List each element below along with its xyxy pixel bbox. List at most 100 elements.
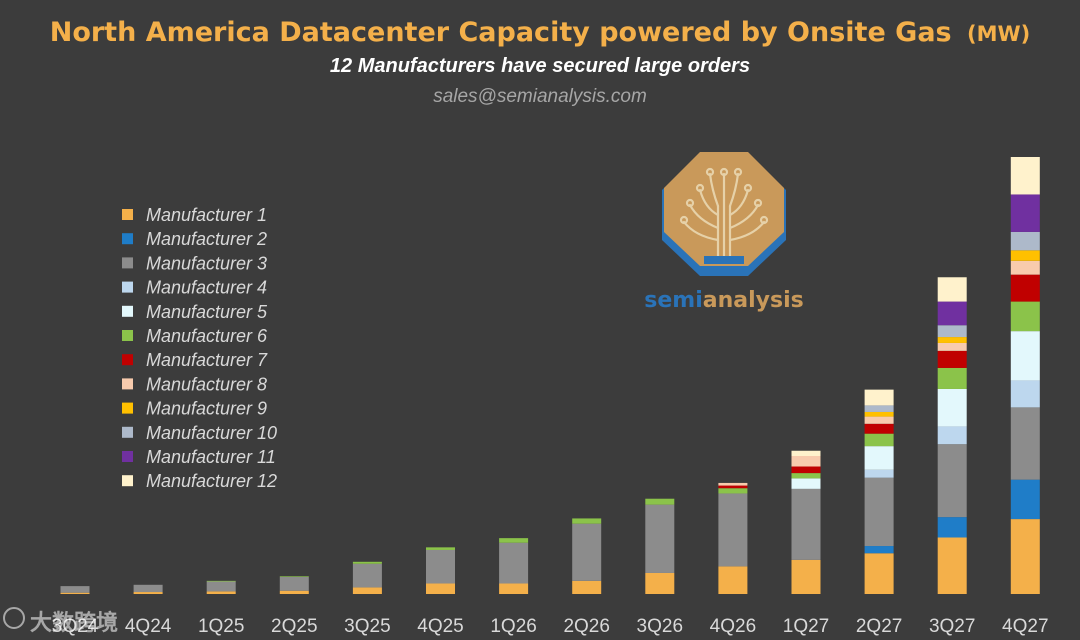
bar-3Q27-m12 (937, 277, 967, 302)
bar-3Q27-m5 (937, 388, 967, 427)
logo-wordmark: semianalysis (644, 288, 803, 313)
bar-4Q27-m4 (1010, 380, 1040, 408)
legend-swatch (122, 402, 133, 414)
bar-4Q26-m1 (718, 566, 748, 594)
bar-2Q26-m6 (572, 518, 602, 524)
x-tick-label: 3Q25 (344, 616, 390, 637)
bar-2Q27-m9 (864, 411, 894, 417)
bar-1Q27-m1 (791, 559, 821, 594)
x-tick-label: 3Q26 (637, 616, 683, 637)
bar-3Q25-m1 (352, 587, 382, 594)
bar-1Q25-m3 (206, 581, 236, 592)
bar-4Q26-m7 (718, 485, 748, 489)
logo-text-semi: semi (644, 288, 702, 313)
x-tick-label: 1Q25 (198, 616, 244, 637)
contact-email: sales@semianalysis.com (433, 86, 647, 107)
bar-4Q26-m6 (718, 488, 748, 494)
x-tick-label: 2Q27 (856, 616, 902, 637)
x-tick-label: 4Q27 (1002, 616, 1048, 637)
bar-4Q27-m2 (1010, 479, 1040, 520)
bar-1Q27-m7 (791, 466, 821, 474)
bar-4Q25-m1 (426, 583, 455, 594)
x-tick-label: 1Q27 (783, 616, 829, 637)
bar-3Q27-m2 (937, 517, 967, 538)
watermark-text: 大数跨境 (30, 610, 118, 636)
x-tick-label: 4Q24 (125, 616, 172, 637)
bar-4Q24-m1 (133, 592, 163, 594)
legend-swatch (122, 475, 133, 487)
bar-2Q26-m1 (572, 580, 602, 594)
bar-3Q27-m3 (937, 444, 967, 518)
x-tick-label: 3Q24 (52, 616, 99, 637)
x-tick-label: 2Q26 (563, 616, 609, 637)
legend-label: Manufacturer 6 (146, 326, 268, 346)
bar-3Q27-m6 (937, 367, 967, 389)
x-tick-label: 1Q26 (490, 616, 536, 637)
bar-1Q27-m12 (791, 450, 821, 456)
x-axis: 3Q24 4Q24 1Q25 2Q25 3Q25 4Q25 1Q26 2Q26 3Q26 4Q26… (52, 616, 1049, 637)
bar-4Q26-m8 (718, 482, 748, 486)
bar-3Q27-m1 (937, 537, 967, 594)
bar-2Q26-m3 (572, 523, 602, 581)
legend-swatch (122, 257, 133, 269)
bar-1Q25-m1 (206, 591, 236, 594)
x-tick-label: 2Q25 (271, 616, 317, 637)
logo-base (704, 256, 744, 264)
bar-3Q24-m3 (60, 586, 90, 593)
bar-3Q25-m6 (352, 561, 382, 564)
legend-swatch (122, 209, 133, 220)
bar-1Q27-m8 (791, 456, 821, 467)
legend-swatch (122, 426, 133, 438)
bar-2Q27-m7 (864, 423, 894, 434)
circuit-tree-icon (679, 167, 769, 262)
bar-2Q27-m10 (864, 405, 894, 412)
bar-4Q27-m11 (1010, 194, 1040, 232)
bar-3Q24-m1 (60, 592, 90, 594)
bar-3Q27-m9 (937, 337, 967, 343)
bar-4Q27-m12 (1010, 157, 1040, 195)
bar-4Q27-m6 (1010, 301, 1040, 332)
x-tick-label: 4Q26 (710, 616, 756, 637)
bar-3Q25-m3 (352, 563, 382, 588)
bar-4Q25-m6 (426, 547, 455, 550)
watermark: 大数跨境 (3, 607, 118, 636)
bar-plot-area (60, 157, 1040, 594)
bar-4Q25-m3 (426, 549, 455, 584)
bar-1Q25-m6 (206, 580, 236, 582)
bar-3Q26-m6 (645, 498, 675, 505)
bar-2Q27-m3 (864, 477, 894, 547)
chart-subtitle: 12 Manufacturers have secured large orde… (330, 55, 750, 77)
bar-3Q27-m10 (937, 325, 967, 338)
legend-swatch (122, 451, 133, 462)
legend-label: Manufacturer 3 (146, 253, 267, 273)
x-tick-label: 4Q25 (417, 616, 463, 637)
bar-2Q27-m5 (864, 446, 894, 470)
bar-3Q26-m3 (645, 504, 675, 573)
bar-4Q27-m9 (1010, 250, 1040, 261)
legend-swatch (122, 305, 133, 317)
chart-title: North America Datacenter Capacity powere… (50, 17, 1031, 48)
legend-label: Manufacturer 5 (146, 302, 268, 322)
legend-label: Manufacturer 9 (146, 399, 267, 419)
bar-1Q26-m1 (499, 583, 529, 594)
chart-legend: Manufacturer 1 Manufacturer 2 Manufacturer… (122, 205, 277, 491)
legend-label: Manufacturer 10 (146, 423, 277, 443)
bar-3Q27-m7 (937, 350, 967, 368)
chart-title-main: North America Datacenter Capacity powere… (50, 17, 952, 48)
bar-2Q27-m2 (864, 546, 894, 554)
bar-1Q27-m5 (791, 478, 821, 489)
legend-swatch (122, 233, 133, 245)
bar-4Q27-m1 (1010, 519, 1040, 594)
bar-2Q27-m4 (864, 469, 894, 478)
legend-swatch (122, 378, 133, 390)
watermark-icon (3, 607, 25, 629)
x-tick-label: 3Q27 (929, 616, 975, 637)
bar-2Q27-m8 (864, 416, 894, 424)
bar-4Q27-m3 (1010, 407, 1040, 480)
bar-3Q27-m4 (937, 426, 967, 445)
bar-3Q26-m1 (645, 572, 675, 594)
legend-swatch (122, 354, 133, 366)
legend-label: Manufacturer 4 (146, 278, 267, 298)
legend-label: Manufacturer 8 (146, 374, 267, 394)
